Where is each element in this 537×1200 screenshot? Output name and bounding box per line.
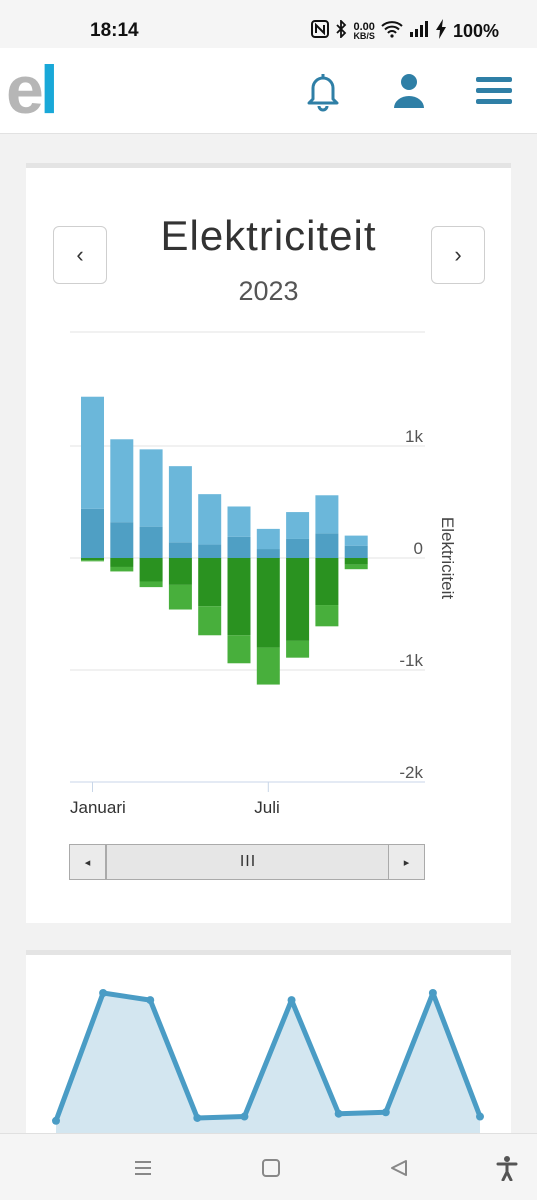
bar-segment [256,647,280,685]
bar-segment [286,558,310,641]
bar-segment [315,605,339,627]
battery-level: 100% [452,21,499,41]
x-tick-label: Juli [254,798,280,817]
wifi-icon [381,20,403,43]
scroll-thumb[interactable]: III [106,845,390,879]
app-logo[interactable]: el [6,56,59,124]
bar-segment [198,606,222,636]
bar-segment [110,439,134,523]
nfc-icon [311,20,330,43]
bar-segment [256,549,280,558]
next-year-button[interactable]: › [431,226,485,284]
app-header: el [0,48,537,134]
bar-segment [81,558,104,561]
bar-segment [286,538,310,558]
area-point [428,989,437,997]
bar-segment [168,558,192,585]
area-point [52,1116,60,1125]
area-point [476,1112,484,1121]
y-axis-label: Elektriciteit [438,517,457,599]
bar-segment [168,584,192,610]
net-speed-unit: KB/S [353,30,375,41]
charging-icon [435,19,447,44]
area-point [99,989,108,997]
area-line [53,990,483,1122]
system-nav-bar [0,1133,537,1200]
bar-segment [344,558,368,565]
status-icons: 0.00 KB/S 100% [311,18,499,44]
bar-segment [198,544,222,558]
y-tick-label: 0 [414,539,423,558]
bar-segment [227,536,251,558]
status-time: 18:14 [90,20,139,41]
area-point [287,996,296,1005]
area-point [381,1108,390,1117]
chart-title: Elektriciteit [160,212,377,259]
bar-segment [344,564,368,570]
bar-segment [256,528,280,550]
area-point [146,996,155,1005]
area-point [334,1109,343,1118]
bar-segment [139,449,163,527]
bar-segment [227,558,251,636]
bar-segment [198,494,222,545]
signal-icon [409,21,429,42]
net-speed-value: 0.00 [353,20,375,33]
y-tick-label: -1k [399,651,423,670]
electricity-card: ‹ Elektriciteit 2023 › 1k 0 -1k -2k Januari J… [26,163,511,923]
bar-segment [168,542,192,558]
area-point [240,1112,249,1121]
bar-segment [139,581,163,588]
scroll-left-button[interactable]: ◂ [70,845,106,879]
menu-icon[interactable] [472,68,518,114]
scroll-right-button[interactable]: ▸ [388,845,424,879]
chart-year: 2023 [238,276,299,306]
bar-segment [286,640,310,658]
bar-segment [227,506,251,537]
net-speed: 0.00 KB/S [353,20,375,41]
home-icon[interactable] [256,1154,286,1182]
x-tick-label: Januari [70,798,126,817]
bar-segment [139,526,163,558]
bar-segment [81,560,104,562]
bar-segment [315,495,339,534]
bar-segment [110,566,134,572]
bar-segment [315,558,339,606]
bar-segment [256,558,280,648]
logo-letter-l: l [39,52,59,128]
area-point [193,1113,202,1122]
logo-letter-e: e [6,52,44,128]
bell-icon[interactable] [300,68,346,114]
bar-segment [81,396,104,509]
area-chart [52,989,484,1140]
user-icon[interactable] [386,68,432,114]
chart-scrollbar[interactable]: ◂ III ▸ [69,844,425,880]
bar-segment [344,535,368,546]
bar-segment [110,522,134,558]
recent-apps-icon[interactable] [128,1154,158,1182]
status-bar: 18:14 0.00 KB/S 100% [0,0,537,48]
bluetooth-icon [335,18,347,43]
bar-segment [198,558,222,607]
accessibility-icon[interactable] [492,1154,522,1182]
secondary-chart-card [26,950,511,1140]
y-tick-label: 1k [405,427,423,446]
bar-segment [315,533,339,558]
prev-year-button[interactable]: ‹ [53,226,107,284]
bar-segment [227,635,251,664]
bar-segment [139,558,163,582]
bar-segment [110,558,134,567]
back-icon[interactable] [384,1154,414,1182]
bar-segment [344,545,368,558]
bar-segment [286,512,310,539]
electricity-bar-chart: 1k 0 -1k -2k Januari Juli Elektriciteit [70,331,457,817]
bar-segment [168,466,192,543]
bar-segment [81,508,104,558]
y-tick-label: -2k [399,763,423,782]
